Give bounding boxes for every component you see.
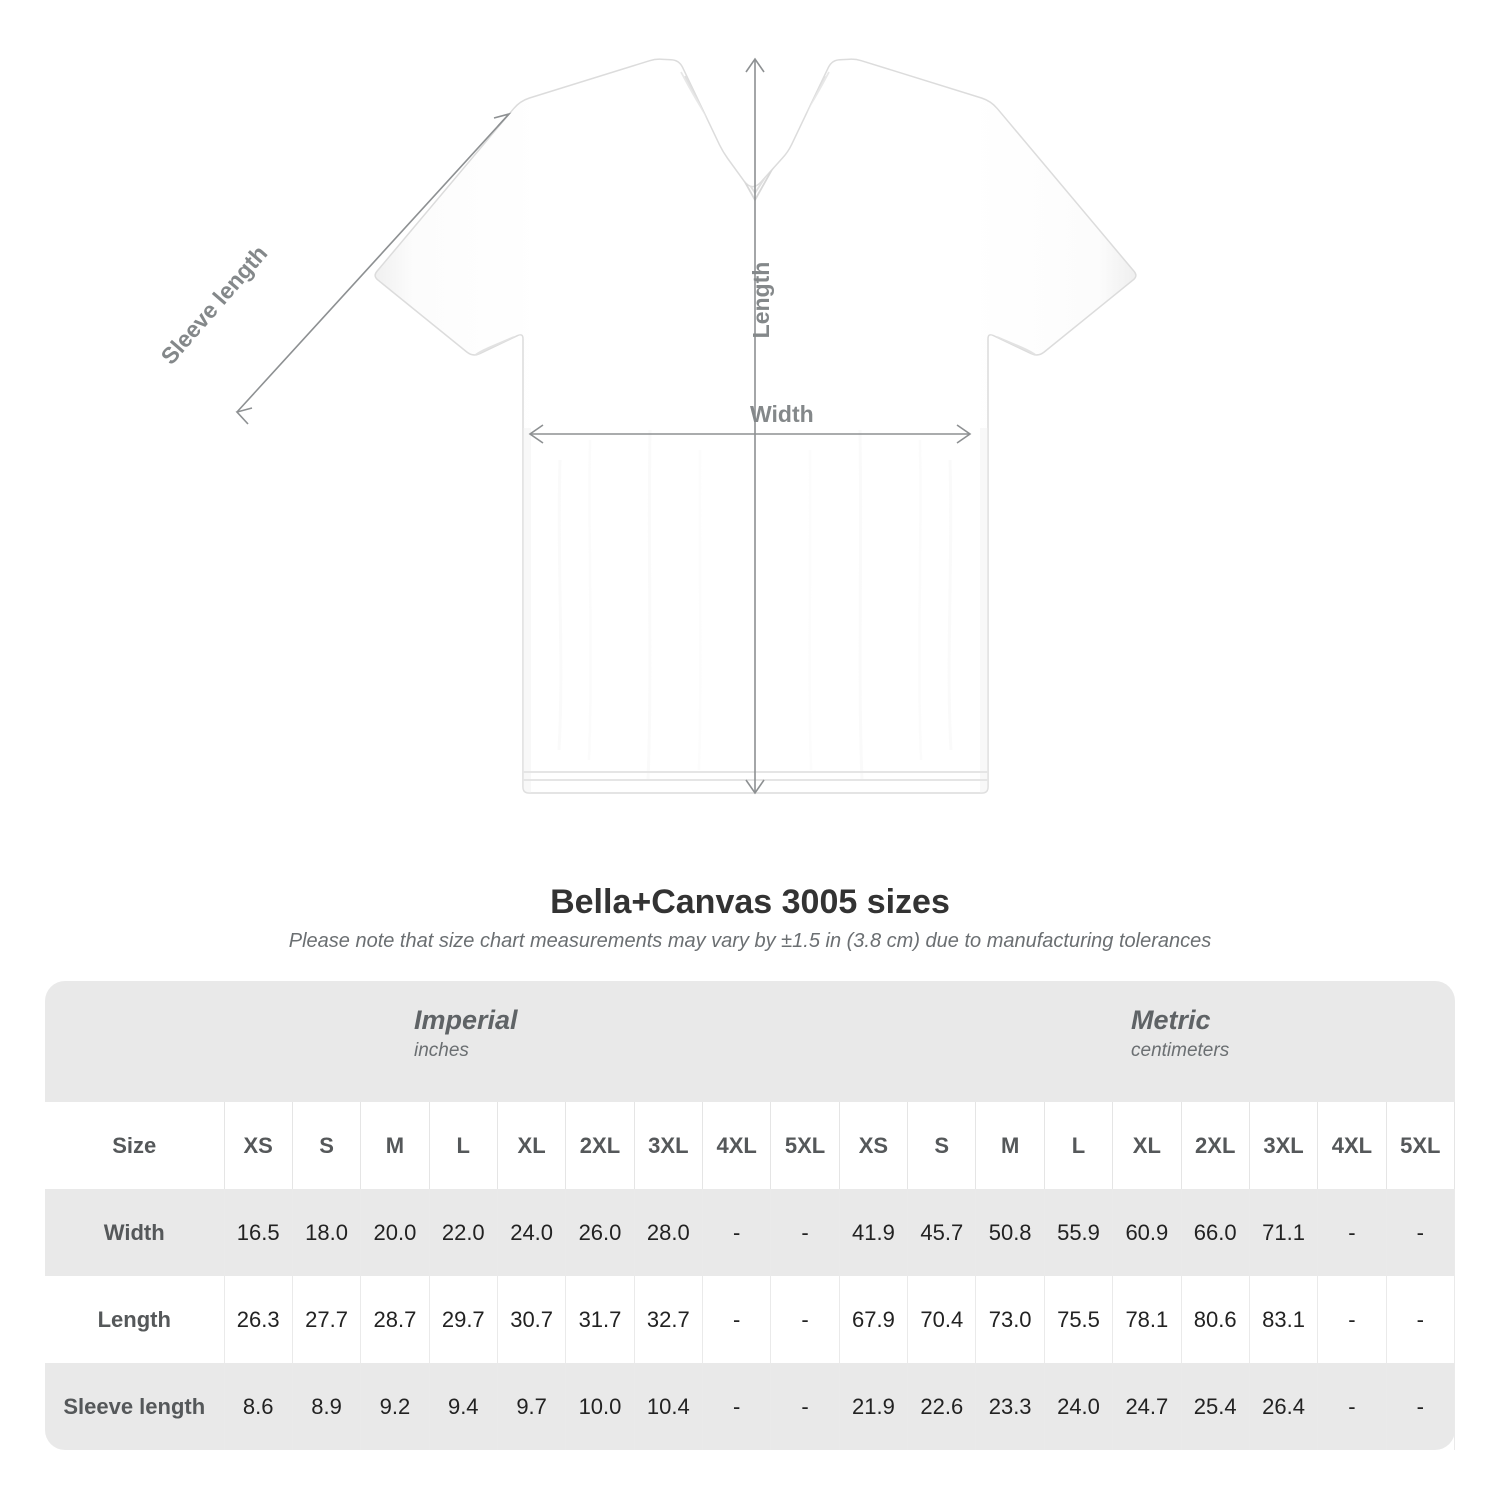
- svg-text:Width: Width: [750, 401, 814, 427]
- svg-text:Length: Length: [748, 262, 774, 339]
- svg-text:Sleeve length: Sleeve length: [156, 240, 273, 369]
